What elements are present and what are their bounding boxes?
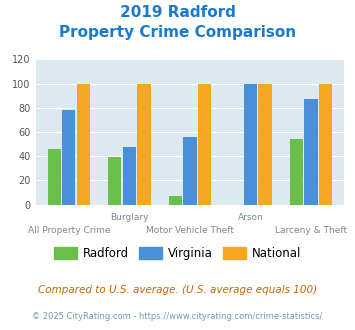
Bar	[319, 83, 332, 205]
Bar	[48, 149, 61, 205]
Bar	[123, 147, 136, 205]
Text: Burglary: Burglary	[110, 213, 149, 222]
Bar	[198, 83, 211, 205]
Legend: Radford, Virginia, National: Radford, Virginia, National	[49, 242, 306, 264]
Text: Motor Vehicle Theft: Motor Vehicle Theft	[146, 226, 234, 235]
Text: Property Crime Comparison: Property Crime Comparison	[59, 25, 296, 40]
Text: Larceny & Theft: Larceny & Theft	[275, 226, 347, 235]
Text: © 2025 CityRating.com - https://www.cityrating.com/crime-statistics/: © 2025 CityRating.com - https://www.city…	[32, 312, 323, 321]
Text: All Property Crime: All Property Crime	[28, 226, 110, 235]
Bar	[304, 99, 318, 205]
Bar	[258, 83, 272, 205]
Bar	[108, 157, 121, 205]
Bar	[169, 196, 182, 205]
Bar	[137, 83, 151, 205]
Bar	[290, 139, 303, 205]
Bar	[183, 137, 197, 205]
Text: 2019 Radford: 2019 Radford	[120, 5, 235, 20]
Text: Arson: Arson	[237, 213, 263, 222]
Text: Compared to U.S. average. (U.S. average equals 100): Compared to U.S. average. (U.S. average …	[38, 285, 317, 295]
Bar	[62, 110, 76, 205]
Bar	[244, 83, 257, 205]
Bar	[77, 83, 90, 205]
